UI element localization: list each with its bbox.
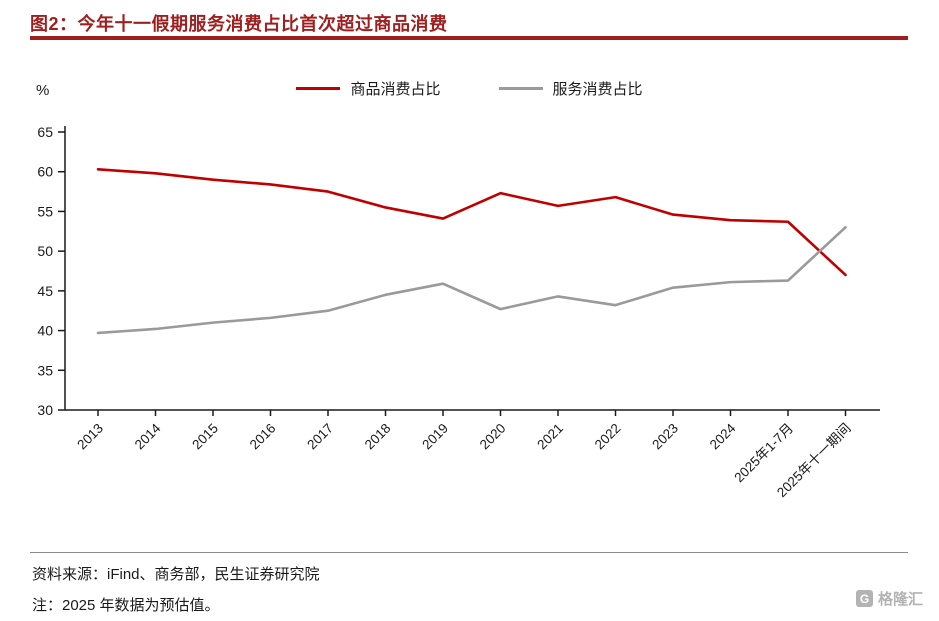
goods-line-swatch bbox=[296, 87, 341, 90]
svg-text:2018: 2018 bbox=[362, 421, 394, 453]
svg-text:2024: 2024 bbox=[707, 420, 739, 452]
svg-text:40: 40 bbox=[37, 323, 53, 339]
services-line-swatch bbox=[498, 87, 543, 90]
svg-text:2020: 2020 bbox=[477, 421, 509, 453]
svg-text:35: 35 bbox=[37, 362, 53, 378]
svg-text:2014: 2014 bbox=[132, 420, 164, 452]
svg-text:2013: 2013 bbox=[74, 421, 106, 453]
gelonghui-watermark: G 格隆汇 bbox=[855, 588, 923, 609]
legend-label-services: 服务消费占比 bbox=[552, 81, 643, 98]
svg-text:65: 65 bbox=[37, 124, 53, 140]
svg-text:2022: 2022 bbox=[592, 421, 624, 453]
source-text: 资料来源：iFind、商务部，民生证券研究院 bbox=[32, 566, 320, 583]
y-axis-unit-label: % bbox=[36, 82, 50, 99]
svg-text:2017: 2017 bbox=[304, 421, 336, 453]
legend-label-goods: 商品消费占比 bbox=[350, 81, 441, 98]
svg-text:2021: 2021 bbox=[534, 421, 566, 453]
svg-text:2025年1-7月: 2025年1-7月 bbox=[731, 421, 796, 486]
svg-text:55: 55 bbox=[37, 203, 53, 219]
svg-text:60: 60 bbox=[37, 164, 53, 180]
gelonghui-logo-icon: G bbox=[855, 590, 873, 607]
legend-item-services: 服务消费占比 bbox=[498, 78, 643, 99]
svg-text:45: 45 bbox=[37, 283, 53, 299]
svg-text:2015: 2015 bbox=[189, 421, 221, 453]
svg-text:2023: 2023 bbox=[649, 421, 681, 453]
note-text: 注：2025 年数据为预估值。 bbox=[32, 597, 220, 614]
svg-text:30: 30 bbox=[37, 402, 53, 418]
line-chart: 30 35 40 45 50 55 60 65 2013 2014 2015 2016 2017 2018… bbox=[37, 124, 880, 500]
svg-text:2016: 2016 bbox=[247, 421, 279, 453]
title-underline bbox=[30, 36, 908, 40]
legend-item-goods: 商品消费占比 bbox=[296, 78, 441, 99]
figure-title: 图2：今年十一假期服务消费占比首次超过商品消费 bbox=[30, 14, 448, 34]
chart-legend: 商品消费占比 服务消费占比 bbox=[0, 78, 939, 99]
gelonghui-logo-text: 格隆汇 bbox=[877, 591, 923, 608]
svg-text:2019: 2019 bbox=[419, 421, 451, 453]
svg-text:50: 50 bbox=[37, 243, 53, 259]
footer-divider bbox=[30, 552, 908, 553]
